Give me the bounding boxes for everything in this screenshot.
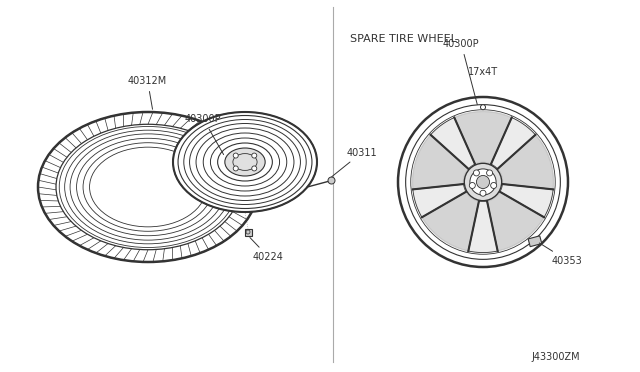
Polygon shape	[468, 201, 498, 253]
Circle shape	[252, 166, 257, 171]
Circle shape	[469, 183, 476, 189]
Circle shape	[470, 169, 496, 195]
Text: 40311: 40311	[332, 148, 377, 177]
Circle shape	[464, 163, 502, 201]
Text: J43300ZM: J43300ZM	[531, 352, 580, 362]
Polygon shape	[412, 135, 468, 189]
FancyBboxPatch shape	[244, 228, 252, 235]
Circle shape	[328, 177, 335, 184]
Polygon shape	[491, 118, 536, 169]
Polygon shape	[500, 184, 553, 217]
Text: 40224: 40224	[250, 237, 284, 262]
Ellipse shape	[173, 112, 317, 212]
Text: 17x4T: 17x4T	[468, 67, 498, 77]
Text: 40353: 40353	[540, 243, 583, 266]
Circle shape	[233, 153, 238, 158]
Text: 40312M: 40312M	[128, 76, 167, 109]
Text: 40300P: 40300P	[443, 39, 479, 105]
Circle shape	[474, 170, 479, 176]
Circle shape	[481, 105, 486, 110]
Circle shape	[233, 166, 238, 171]
Text: SPARE TIRE WHEEL: SPARE TIRE WHEEL	[350, 34, 457, 44]
Polygon shape	[454, 112, 512, 164]
Text: 40300P: 40300P	[185, 114, 223, 155]
Polygon shape	[487, 192, 544, 251]
Polygon shape	[431, 118, 475, 169]
Circle shape	[480, 190, 486, 196]
Bar	[528, 236, 542, 247]
Ellipse shape	[225, 148, 265, 176]
Circle shape	[476, 176, 490, 189]
Circle shape	[486, 170, 493, 176]
Polygon shape	[497, 135, 554, 189]
Polygon shape	[413, 184, 466, 217]
Circle shape	[252, 153, 257, 158]
Circle shape	[491, 183, 497, 189]
Ellipse shape	[56, 124, 240, 250]
Circle shape	[398, 97, 568, 267]
Polygon shape	[422, 192, 479, 251]
Ellipse shape	[38, 112, 258, 262]
